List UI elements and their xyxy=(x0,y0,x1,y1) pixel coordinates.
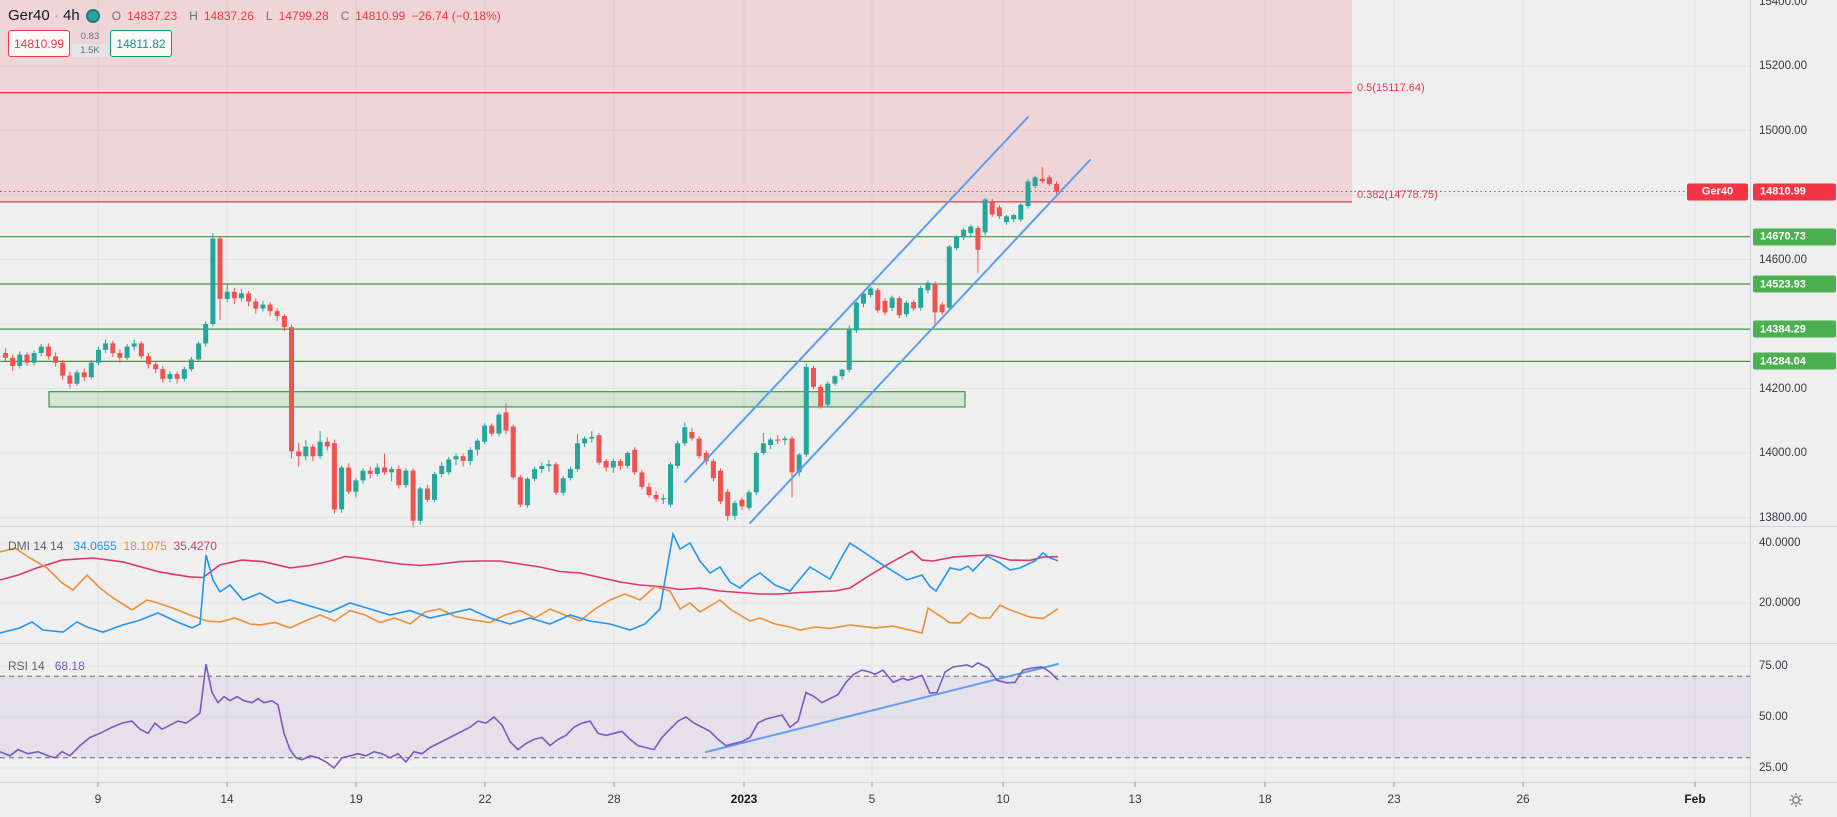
time-tick-label: 18 xyxy=(1258,792,1272,806)
volume-value[interactable]: 1.5K xyxy=(72,43,108,57)
price-tick-label: 14000.00 xyxy=(1759,447,1807,459)
ohlc-open-key: O xyxy=(111,8,122,23)
dmi-minus-di-value: 18.1075 xyxy=(123,539,167,553)
ohlc-close-key: C xyxy=(340,8,350,23)
time-tick-label: 10 xyxy=(996,792,1010,806)
ohlc-open-value: 14837.23 xyxy=(127,8,178,23)
settings-gear-icon[interactable] xyxy=(1782,789,1810,811)
price-tick-label: 14200.00 xyxy=(1759,382,1807,395)
rsi-tick-label: 50.00 xyxy=(1759,711,1788,723)
dmi-params: 14 14 xyxy=(33,539,64,553)
time-tick-label: 9 xyxy=(94,792,102,806)
fib-level-0-382-label[interactable]: 0.382(14778.75) xyxy=(1357,189,1438,201)
rsi-tick-label: 25.00 xyxy=(1759,762,1788,774)
change-value: −26.74 (−0.18%) xyxy=(411,8,501,23)
time-tick-label: 19 xyxy=(349,792,363,806)
time-axis[interactable]: 9 14 19 22 28 2023 5 10 13 18 23 26 Feb xyxy=(0,782,1751,817)
ohlc-high-value: 14837.26 xyxy=(203,8,254,23)
symbol-title[interactable]: Ger40 · 4h xyxy=(8,7,80,24)
rsi-tick-label: 75.00 xyxy=(1759,660,1788,672)
time-tick-label: 13 xyxy=(1128,792,1142,806)
buy-button[interactable]: 14811.82 xyxy=(110,30,172,57)
current-price-badge: 14810.99 xyxy=(1753,183,1836,200)
rsi-name: RSI xyxy=(8,659,29,673)
time-tick-label: 28 xyxy=(607,792,621,806)
ohlc-low-value: 14799.28 xyxy=(278,8,329,23)
dmi-tick-label: 20.0000 xyxy=(1759,597,1801,609)
spread-value: 0.83 xyxy=(80,31,100,43)
time-tick-label: 14 xyxy=(220,792,234,806)
ohlc-close-value: 14810.99 xyxy=(355,8,406,23)
time-tick-label: 2023 xyxy=(730,792,758,806)
symbol-legend: Ger40 · 4h O 14837.23 H 14837.26 L 14799.28… xyxy=(8,7,501,24)
price-tick-label: 13800.00 xyxy=(1759,511,1807,524)
fib-level-0-5-label[interactable]: 0.5(15117.64) xyxy=(1357,82,1425,94)
ohlc-high-key: H xyxy=(189,8,198,23)
price-axis[interactable]: 15400.00 15200.00 15000.00 14600.00 14200.00… xyxy=(1751,0,1837,782)
order-widget: 14810.99 0.83 1.5K 14811.82 xyxy=(8,30,172,57)
time-tick-label: 23 xyxy=(1387,792,1401,806)
price-tick-label: 14600.00 xyxy=(1759,253,1807,266)
dmi-adx-value: 35.4270 xyxy=(173,539,217,553)
price-level-badge: 14384.29 xyxy=(1753,320,1836,338)
dmi-name: DMI xyxy=(8,539,30,553)
time-tick-label: Feb xyxy=(1684,792,1706,806)
dmi-indicator-legend[interactable]: DMI 14 14 34.0655 18.1075 35.4270 xyxy=(8,539,217,553)
rsi-param: 14 xyxy=(31,659,45,673)
price-tick-label: 15000.00 xyxy=(1759,124,1807,137)
price-tick-label: 15400.00 xyxy=(1759,0,1807,8)
market-status-icon[interactable] xyxy=(85,8,100,23)
dmi-tick-label: 40.0000 xyxy=(1759,537,1801,549)
rsi-value: 68.18 xyxy=(54,659,85,673)
price-line-symbol-chip: Ger40 xyxy=(1687,183,1748,200)
sell-button[interactable]: 14810.99 xyxy=(8,30,70,57)
price-tick-label: 15200.00 xyxy=(1759,60,1807,72)
rsi-indicator-legend[interactable]: RSI 14 68.18 xyxy=(8,659,85,673)
time-tick-label: 5 xyxy=(868,792,876,806)
price-level-badge: 14284.04 xyxy=(1753,352,1836,370)
price-level-badge: 14670.73 xyxy=(1753,228,1836,246)
spread-indicator: 0.83 1.5K xyxy=(72,30,108,57)
ohlc-low-key: L xyxy=(265,8,273,23)
price-level-badge: 14523.93 xyxy=(1753,275,1836,293)
dmi-plus-di-value: 34.0655 xyxy=(73,539,117,553)
time-tick-label: 26 xyxy=(1516,792,1530,806)
time-tick-label: 22 xyxy=(478,792,492,806)
